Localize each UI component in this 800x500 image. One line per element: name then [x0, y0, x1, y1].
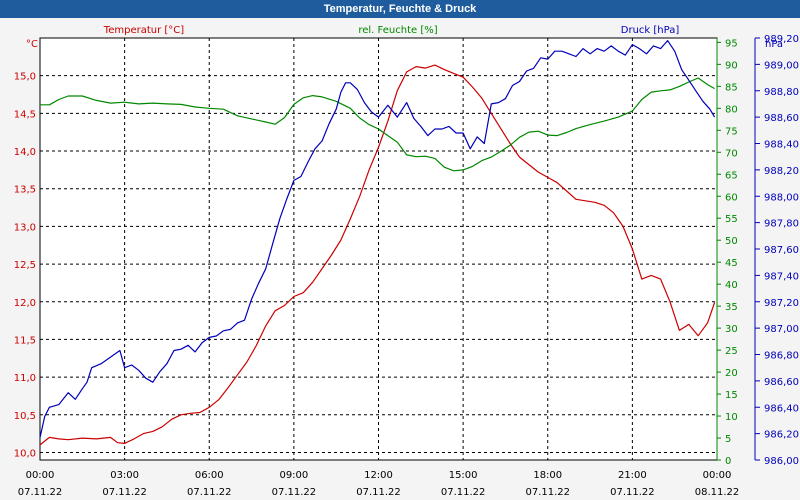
temperature-line [39, 64, 716, 446]
x-tick-date: 07.11.22 [272, 487, 317, 498]
temperature-tick-label: 14,5 [14, 109, 36, 120]
pressure-tick-label: 987,80 [764, 219, 799, 230]
x-tick-date: 07.11.22 [441, 487, 486, 498]
temperature-tick-label: 15,0 [14, 72, 36, 83]
pressure-unit-label: hPa [765, 39, 783, 50]
tick-labels: 00:00 07.11.22 03:00 07.11.22 06:00 07.11.22 0… [14, 34, 799, 498]
temperature-tick-label: 10,5 [14, 411, 36, 422]
temperature-tick-label: 11,0 [14, 373, 36, 384]
pressure-tick-label: 987,40 [764, 271, 799, 282]
humidity-tick-label: 85 [725, 82, 738, 93]
legend-humidity: rel. Feuchte [%] [358, 25, 437, 36]
x-tick-time: 06:00 [195, 470, 224, 481]
x-tick-date: 07.11.22 [525, 487, 570, 498]
pressure-tick-label: 988,40 [764, 140, 799, 151]
temperature-tick-label: 13,5 [14, 185, 36, 196]
pressure-tick-label: 987,20 [764, 298, 799, 309]
humidity-tick-label: 25 [725, 346, 738, 357]
pressure-tick-label: 988,00 [764, 192, 799, 203]
pressure-tick-label: 987,00 [764, 324, 799, 335]
temperature-tick-label: 13,0 [14, 222, 36, 233]
humidity-tick-label: 15 [725, 390, 738, 401]
pressure-tick-label: 986,00 [764, 456, 799, 467]
humidity-tick-label: 45 [725, 258, 738, 269]
x-tick-date: 07.11.22 [610, 487, 655, 498]
pressure-tick-label: 988,20 [764, 166, 799, 177]
x-tick-date: 07.11.22 [102, 487, 147, 498]
humidity-tick-label: 55 [725, 214, 738, 225]
humidity-tick-label: 0 [725, 456, 731, 467]
x-tick-time: 12:00 [364, 470, 393, 481]
humidity-tick-label: 20 [725, 368, 738, 379]
pressure-tick-label: 987,60 [764, 245, 799, 256]
x-tick-time: 21:00 [618, 470, 647, 481]
humidity-tick-label: 70 [725, 148, 738, 159]
pressure-line [39, 40, 716, 438]
temperature-tick-label: 11,5 [14, 335, 36, 346]
humidity-tick-label: 95 [725, 38, 738, 49]
temperature-tick-label: 14,0 [14, 147, 36, 158]
x-tick-time: 00:00 [26, 470, 55, 481]
humidity-tick-label: 10 [725, 412, 738, 423]
humidity-tick-label: 90 [725, 60, 738, 71]
legend-pressure: Druck [hPa] [621, 25, 680, 36]
pressure-tick-label: 986,40 [764, 403, 799, 414]
pressure-tick-label: 986,60 [764, 377, 799, 388]
pressure-tick-label: 988,80 [764, 87, 799, 98]
humidity-line [40, 77, 715, 172]
humidity-tick-label: 75 [725, 126, 738, 137]
temperature-tick-label: 12,0 [14, 298, 36, 309]
grid [40, 38, 717, 460]
x-tick-time: 03:00 [110, 470, 139, 481]
humidity-tick-label: 60 [725, 192, 738, 203]
x-tick-time: 18:00 [533, 470, 562, 481]
humidity-tick-label: 35 [725, 302, 738, 313]
x-tick-time: 09:00 [279, 470, 308, 481]
temperature-unit-label: °C [26, 39, 38, 50]
window-title: Temperatur, Feuchte & Druck [0, 0, 800, 18]
temperature-tick-label: 10,0 [14, 448, 36, 459]
pressure-tick-label: 989,20 [764, 34, 799, 45]
x-tick-time: 00:00 [703, 470, 732, 481]
humidity-tick-label: 5 [725, 434, 731, 445]
x-tick-date: 07.11.22 [187, 487, 232, 498]
humidity-tick-label: 40 [725, 280, 738, 291]
legend-temperature: Temperatur [°C] [103, 25, 184, 36]
pressure-tick-label: 989,00 [764, 60, 799, 71]
x-tick-time: 15:00 [449, 470, 478, 481]
pressure-tick-label: 986,80 [764, 351, 799, 362]
temperature-tick-label: 12,5 [14, 260, 36, 271]
humidity-tick-label: 30 [725, 324, 738, 335]
humidity-tick-label: 65 [725, 170, 738, 181]
chart: 00:00 07.11.22 03:00 07.11.22 06:00 07.11.22 0… [14, 25, 799, 498]
humidity-tick-label: 50 [725, 236, 738, 247]
x-tick-date: 07.11.22 [18, 487, 63, 498]
x-tick-date: 07.11.22 [356, 487, 401, 498]
humidity-tick-label: 80 [725, 104, 738, 115]
pressure-tick-label: 988,60 [764, 113, 799, 124]
x-tick-date: 08.11.22 [695, 487, 740, 498]
series-lines [39, 40, 716, 446]
pressure-tick-label: 986,20 [764, 430, 799, 441]
